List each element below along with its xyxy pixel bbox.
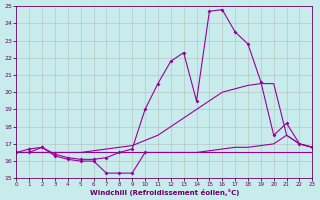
X-axis label: Windchill (Refroidissement éolien,°C): Windchill (Refroidissement éolien,°C) (90, 189, 239, 196)
